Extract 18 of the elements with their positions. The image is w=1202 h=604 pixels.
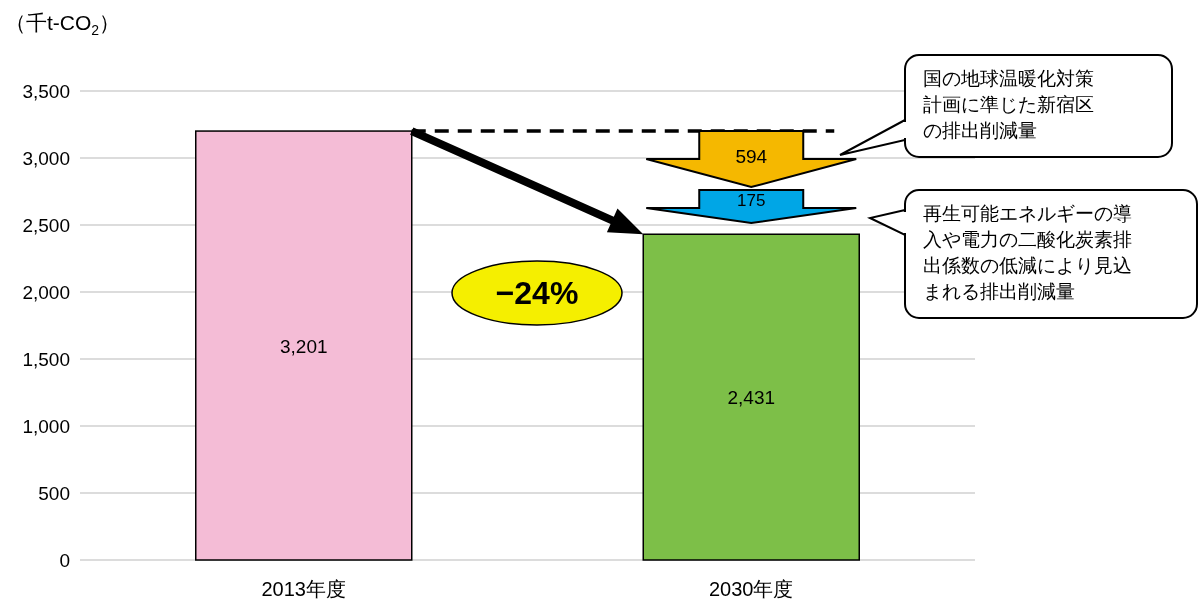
data-label: 2,431 — [727, 387, 776, 409]
x-tick-label: 2030年度 — [709, 578, 794, 600]
data-label: 3,201 — [279, 335, 328, 357]
y-tick-label: 3,000 — [22, 148, 70, 169]
annotation: 594 — [735, 146, 768, 168]
y-tick-label: 500 — [38, 483, 70, 504]
annotation: 再生可能エネルギーの導入や電力の二酸化炭素排出係数の低減により見込まれる排出削減量 — [923, 203, 1132, 302]
y-tick-label: 3,500 — [22, 81, 70, 102]
y-tick-label: 2,000 — [22, 282, 70, 303]
y-tick-label: 1,000 — [22, 416, 70, 437]
y-axis-title: （千t-CO$_{2}$） — [5, 11, 121, 38]
annotation: 175 — [737, 191, 766, 211]
annotation: 国の地球温暖化対策計画に準じた新宿区の排出削減量 — [923, 68, 1094, 141]
annotation: −24% — [495, 275, 579, 311]
y-tick-label: 0 — [59, 550, 70, 571]
y-tick-label: 1,500 — [22, 349, 70, 370]
x-tick-label: 2013年度 — [261, 578, 346, 600]
y-tick-label: 2,500 — [22, 215, 70, 236]
